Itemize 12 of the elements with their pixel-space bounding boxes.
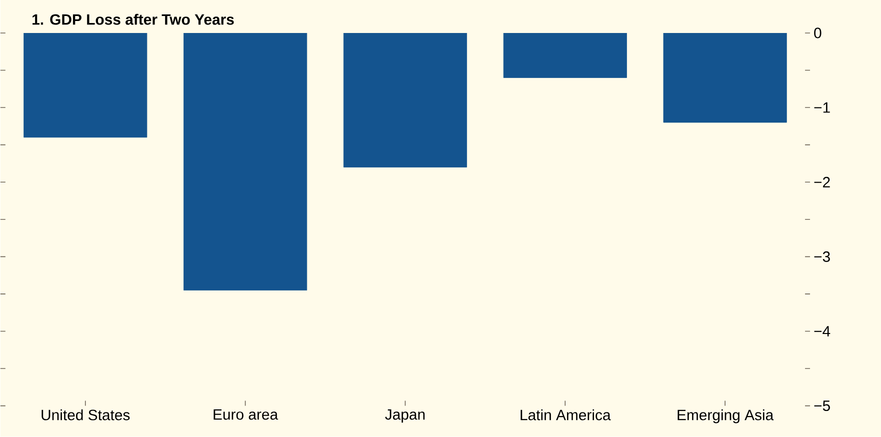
x-tick-label: Euro area xyxy=(214,409,278,420)
y-tick-label: −1 xyxy=(814,102,830,113)
x-tick-label: Latin America xyxy=(520,409,611,420)
y-tick-label: −2 xyxy=(814,176,830,188)
x-tick-label: United States xyxy=(42,409,130,420)
x-tick-label: Emerging Asia xyxy=(678,409,774,424)
y-tick-label: −4 xyxy=(814,326,830,336)
y-tick-label: −3 xyxy=(814,251,830,262)
y-tick-label: −5 xyxy=(814,400,830,412)
x-tick-label: Japan xyxy=(385,409,425,423)
chart-title: 1. GDP Loss after Two Years xyxy=(32,14,234,25)
y-tick-label: 0 xyxy=(814,28,822,38)
